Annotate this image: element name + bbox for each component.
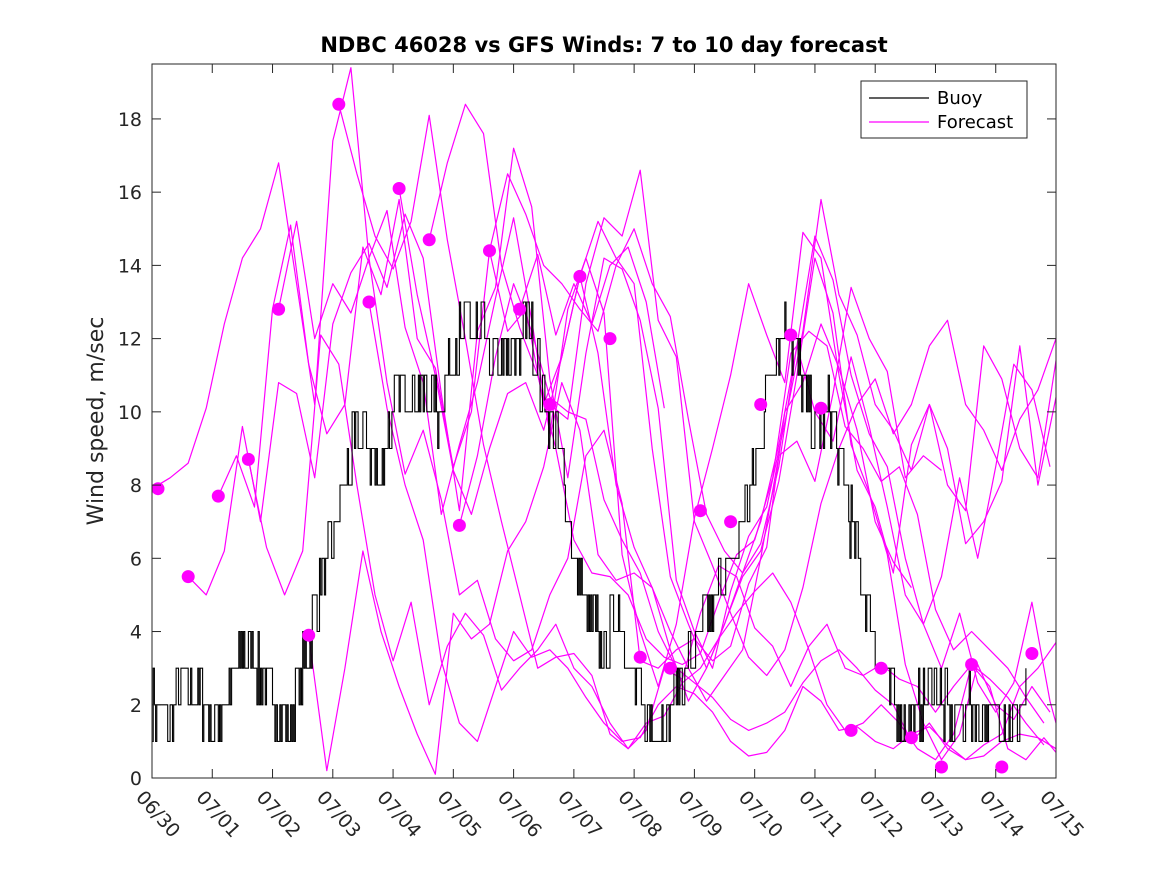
legend-box	[860, 80, 1028, 139]
forecast-point-16	[603, 332, 617, 346]
forecast-line-10	[428, 103, 1045, 724]
y-tick-label: 0	[130, 768, 142, 790]
legend: Buoy Forecast	[860, 80, 1028, 139]
forecast-point-1	[151, 482, 165, 496]
chart-title: NDBC 46028 vs GFS Winds: 7 to 10 day for…	[320, 33, 887, 57]
forecast-point-13	[513, 302, 527, 316]
forecast-point-10	[422, 233, 436, 247]
y-tick-label: 14	[118, 255, 142, 277]
forecast-line-9	[398, 188, 1051, 702]
forecast-point-24	[844, 723, 858, 737]
legend-label-buoy: Buoy	[937, 88, 983, 109]
y-tick-label: 6	[130, 548, 142, 570]
forecast-point-6	[302, 628, 316, 642]
forecast-point-21	[754, 398, 768, 411]
y-tick-label: 10	[118, 402, 142, 424]
forecast-point-8	[362, 295, 376, 309]
forecast-line-14	[549, 169, 1057, 677]
legend-label-forecast: Forecast	[937, 112, 1013, 133]
y-tick-label: 4	[130, 622, 142, 644]
forecast-line-6	[308, 286, 942, 775]
forecast-point-20	[724, 515, 738, 529]
y-tick-label: 18	[118, 109, 142, 131]
forecast-line-5	[278, 220, 912, 669]
forecast-point-28	[965, 658, 979, 671]
series-layer	[151, 67, 1057, 775]
forecast-point-4	[241, 452, 255, 466]
forecast-point-15	[573, 269, 587, 283]
forecast-point-22	[784, 328, 798, 342]
y-axis-label: Wind speed, m/sec	[84, 317, 109, 526]
forecast-point-7	[332, 97, 346, 111]
forecast-line-11	[458, 283, 1057, 761]
forecast-point-27	[935, 760, 948, 774]
forecast-line-1	[151, 67, 1057, 688]
y-tick-label: 16	[118, 182, 142, 204]
forecast-point-25	[874, 661, 888, 675]
forecast-point-14	[543, 398, 557, 411]
forecast-line-8	[368, 301, 1057, 761]
y-tick-label: 8	[130, 475, 142, 497]
axes-box	[151, 63, 1057, 779]
forecast-point-12	[483, 244, 496, 258]
forecast-point-2	[181, 570, 195, 584]
forecast-line-13	[519, 246, 665, 409]
forecast-point-26	[904, 731, 918, 745]
forecast-point-18	[663, 661, 677, 675]
y-tick-label: 12	[118, 329, 142, 351]
forecast-point-30	[1025, 647, 1039, 660]
forecast-point-23	[814, 401, 828, 415]
forecast-point-3	[211, 489, 225, 503]
forecast-points-layer	[151, 97, 1039, 774]
forecast-point-9	[392, 182, 406, 195]
forecast-point-29	[995, 760, 1009, 774]
forecast-point-5	[272, 302, 286, 316]
plot-area	[152, 64, 1056, 778]
forecast-point-11	[452, 518, 466, 532]
y-tick-label: 2	[130, 695, 142, 717]
forecast-point-19	[693, 504, 707, 518]
forecast-point-17	[633, 650, 647, 664]
